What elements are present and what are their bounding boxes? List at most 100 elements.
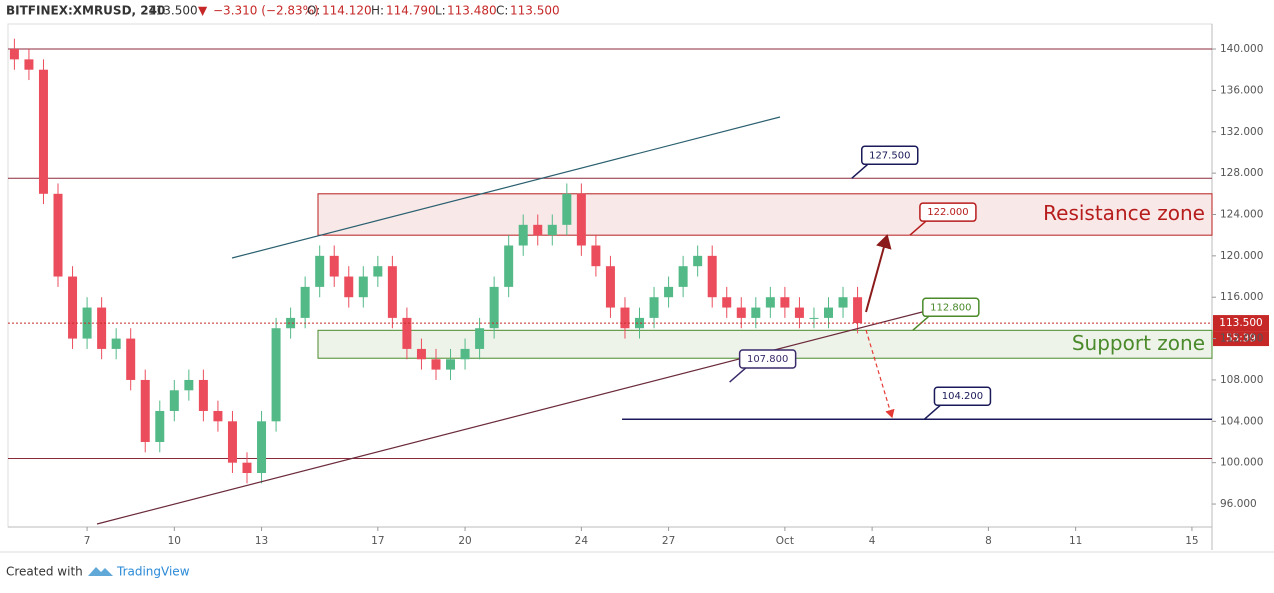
candle-body <box>24 59 34 70</box>
tradingview-link[interactable]: TradingView <box>116 565 190 579</box>
callout-pointer <box>851 163 869 179</box>
callout-pointer <box>729 367 747 383</box>
y-tick-label: 140.000 <box>1220 43 1263 55</box>
candle-body <box>169 390 179 411</box>
candle-body <box>678 266 688 287</box>
candle-body <box>664 286 674 298</box>
arrow: ▼ <box>198 4 208 18</box>
candle-body <box>562 193 572 225</box>
trend-line <box>231 116 781 259</box>
candle-body <box>853 297 863 324</box>
candle-body <box>576 193 586 246</box>
y-tick-label: 108.000 <box>1220 374 1263 386</box>
countdown-tag <box>1213 331 1269 347</box>
x-tick-label: 13 <box>255 535 268 547</box>
candle-body <box>126 338 136 380</box>
callout-box <box>738 349 797 369</box>
candle-body <box>213 410 223 422</box>
candle-body <box>111 338 121 349</box>
candle-body <box>300 286 310 318</box>
candle-body <box>722 297 732 308</box>
callout-label: 112.800 <box>930 302 971 313</box>
candle-body <box>635 317 645 329</box>
o-label: O: <box>307 4 320 18</box>
candle-body <box>780 297 790 308</box>
x-tick-label: 4 <box>869 535 876 547</box>
x-tick-label: 15 <box>1185 535 1198 547</box>
candle-body <box>591 245 601 267</box>
candle-body <box>794 307 804 318</box>
candle-body <box>823 307 833 318</box>
zone-label: Support zone <box>1072 331 1205 355</box>
candle-body <box>315 255 325 287</box>
up-arrow <box>865 234 892 313</box>
candle-body <box>68 276 78 339</box>
callout-label: 127.500 <box>869 150 910 161</box>
y-tick-label: 104.000 <box>1220 415 1263 427</box>
candle-body <box>286 317 296 329</box>
candle-body <box>344 276 354 298</box>
last-price-tag <box>1213 315 1269 332</box>
candle-body <box>38 69 48 194</box>
candle-body <box>533 224 543 236</box>
candle-body <box>504 245 514 287</box>
y-tick-label: 100.000 <box>1220 457 1263 469</box>
candle-body <box>693 255 703 267</box>
open: 114.120 <box>322 4 372 18</box>
candle-body <box>809 317 819 319</box>
candle-body <box>97 307 107 349</box>
candle-body <box>838 297 848 308</box>
candle-body <box>707 255 717 298</box>
c-label: C: <box>496 4 508 18</box>
x-tick-label: 7 <box>84 535 91 547</box>
change: −3.310 (−2.83%) <box>213 4 319 18</box>
candle-body <box>82 307 92 339</box>
candle-body <box>620 307 630 329</box>
last: 113.500 <box>148 4 198 18</box>
callout-label: 107.800 <box>747 354 788 365</box>
created-with: Created with <box>6 565 83 579</box>
callout-label: 104.200 <box>942 391 983 402</box>
callout-box <box>919 202 977 222</box>
l-label: L: <box>435 4 446 18</box>
candle-body <box>329 255 339 277</box>
callout-pointer <box>909 220 927 236</box>
y-tick-label: 116.000 <box>1220 291 1263 303</box>
candle-body <box>736 307 746 318</box>
candle-body <box>271 328 281 422</box>
x-tick-label: 10 <box>168 535 181 547</box>
candle-body <box>257 421 267 474</box>
tradingview-logo[interactable] <box>88 567 113 576</box>
symbol: BITFINEX:XMRUSD, 240 <box>6 4 165 18</box>
candle-body <box>373 266 383 277</box>
x-tick-label: 8 <box>985 535 992 547</box>
candle-body <box>9 49 19 60</box>
candle-body <box>460 348 470 360</box>
y-tick-label: 124.000 <box>1220 208 1263 220</box>
candle-body <box>140 379 150 442</box>
y-tick-label: 136.000 <box>1220 84 1263 96</box>
x-tick-label: 27 <box>662 535 675 547</box>
last-price-label: 113.500 <box>1219 317 1262 329</box>
x-tick-label: Oct <box>776 535 794 547</box>
down-arrow <box>865 329 895 419</box>
candle-body <box>53 193 63 277</box>
high: 114.790 <box>386 4 436 18</box>
trend-line <box>96 309 931 525</box>
candle-body <box>489 286 499 329</box>
zone <box>317 193 1213 236</box>
callout-box <box>922 297 980 318</box>
x-tick-label: 17 <box>371 535 384 547</box>
y-tick-label: 132.000 <box>1220 126 1263 138</box>
h-label: H: <box>371 4 384 18</box>
x-tick-label: 20 <box>458 535 471 547</box>
zone-label: Resistance zone <box>1043 201 1205 225</box>
candle-body <box>387 266 397 318</box>
candle-body <box>431 359 441 370</box>
x-tick-label: 11 <box>1069 535 1082 547</box>
low: 113.480 <box>447 4 497 18</box>
close: 113.500 <box>510 4 560 18</box>
